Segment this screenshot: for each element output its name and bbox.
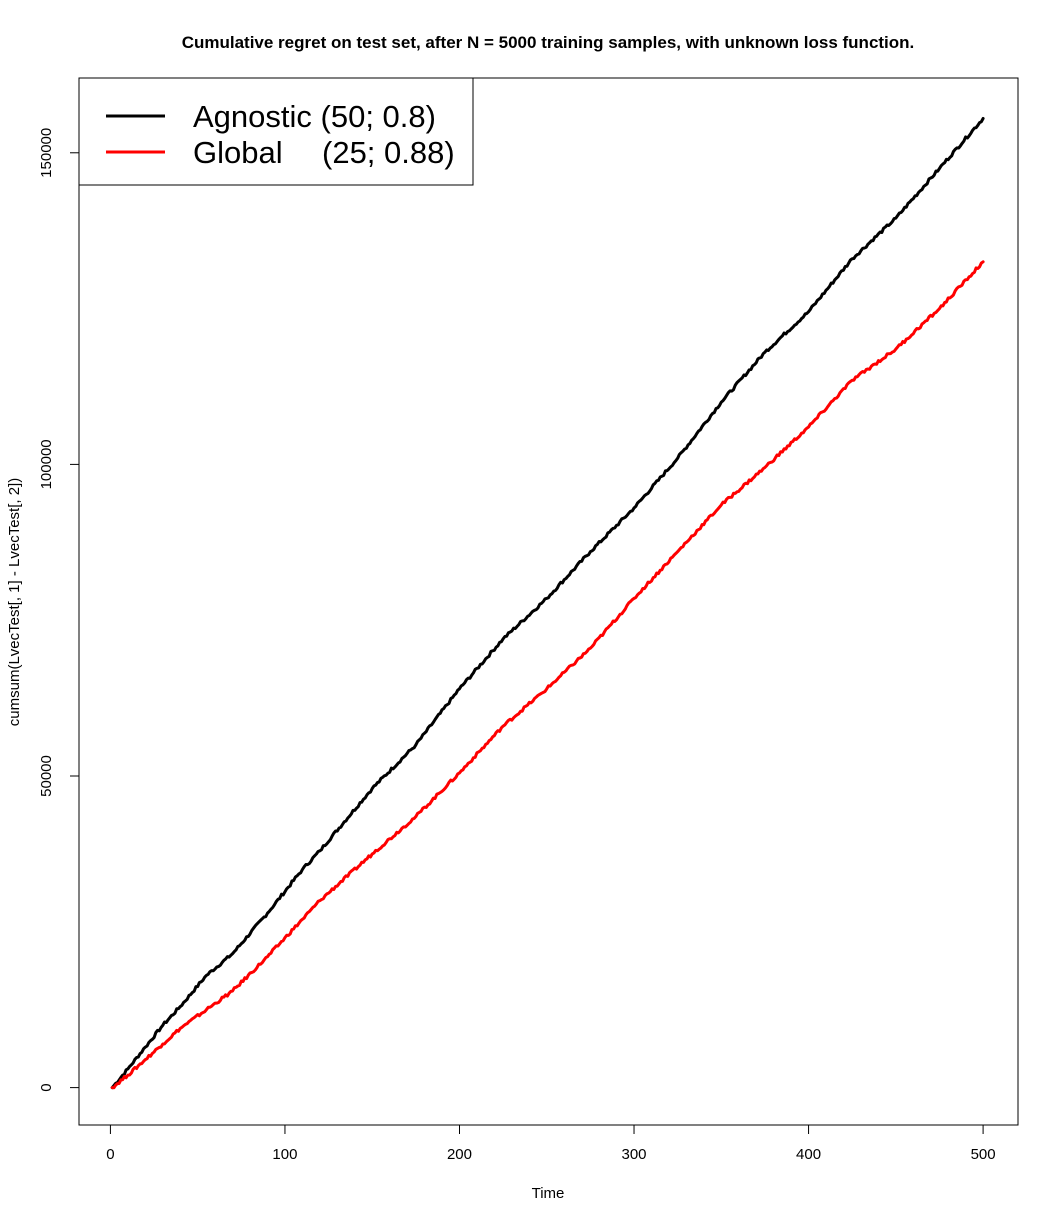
x-tick-label: 0: [106, 1146, 114, 1163]
x-tick-label: 200: [447, 1146, 472, 1163]
y-axis-label: cumsum(LvecTest[, 1] - LvecTest[, 2]): [6, 478, 23, 726]
y-tick-label: 150000: [38, 128, 55, 178]
series-line-global: [110, 260, 985, 1090]
legend-box: [78, 77, 474, 186]
legend-label-global-params: (25; 0.88): [322, 135, 455, 170]
x-tick-label: 100: [272, 1146, 297, 1163]
legend: Agnostic (50; 0.8) Global (25; 0.88): [78, 77, 474, 186]
legend-label-agnostic: Agnostic (50; 0.8): [193, 99, 436, 134]
x-tick-label: 500: [971, 1146, 996, 1163]
legend-label-global: Global: [193, 135, 283, 170]
y-axis: 0 50000 100000 150000: [38, 128, 80, 1092]
x-tick-label: 300: [622, 1146, 647, 1163]
x-tick-label: 400: [796, 1146, 821, 1163]
x-axis-label: Time: [532, 1185, 565, 1202]
y-tick-label: 100000: [38, 439, 55, 489]
series-layer: [110, 117, 985, 1090]
series-line-agnostic: [110, 117, 985, 1090]
x-axis: 0 100 200 300 400 500: [106, 1124, 996, 1163]
chart-title: Cumulative regret on test set, after N =…: [182, 33, 915, 52]
y-tick-label: 0: [38, 1083, 55, 1091]
y-tick-label: 50000: [38, 755, 55, 797]
